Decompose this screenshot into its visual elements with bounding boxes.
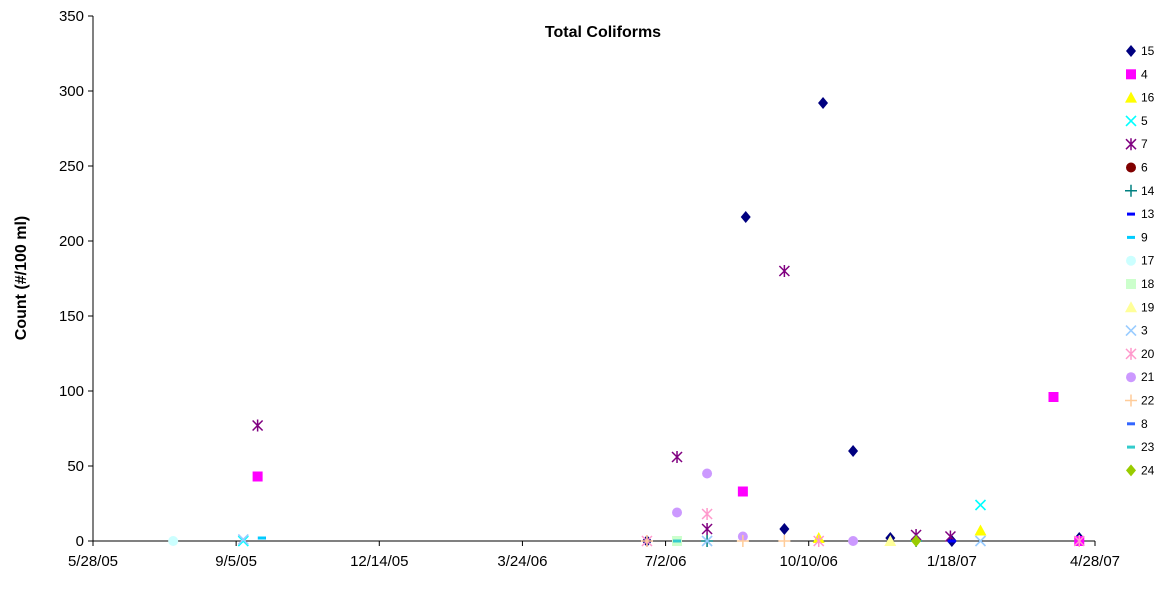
legend-label: 9 [1141, 230, 1148, 244]
data-point-series-13 [947, 539, 956, 543]
x-tick-label: 3/24/06 [497, 553, 547, 570]
data-point-series-7 [701, 523, 713, 535]
data-point-series-21 [848, 536, 859, 546]
legend-label: 5 [1141, 114, 1148, 128]
legend-label: 22 [1141, 394, 1155, 408]
x-tick-label: 4/28/07 [1070, 553, 1120, 570]
legend-label: 6 [1141, 161, 1148, 175]
legend-marker-16 [1125, 91, 1137, 103]
x-tick-label: 9/5/05 [215, 553, 257, 570]
legend-marker-9 [1127, 235, 1135, 239]
data-point-series-5 [237, 535, 249, 547]
data-point-series-4 [1048, 392, 1059, 402]
y-tick-label: 0 [76, 533, 84, 550]
legend-label: 17 [1141, 254, 1155, 268]
x-tick-label: 7/2/06 [645, 553, 687, 570]
data-point-series-20 [1073, 535, 1085, 547]
data-point-series-20 [701, 508, 713, 520]
legend-marker-17 [1126, 255, 1136, 266]
legend-marker-19 [1125, 301, 1137, 313]
y-tick-label: 250 [59, 158, 84, 175]
data-point-series-17 [168, 536, 179, 546]
legend-label: 15 [1141, 44, 1155, 58]
legend-marker-24 [1126, 464, 1136, 477]
legend-marker-21 [1126, 372, 1136, 383]
legend-marker-6 [1126, 162, 1136, 173]
legend-label: 4 [1141, 67, 1148, 81]
legend-marker-8 [1127, 422, 1135, 426]
y-tick-label: 50 [67, 458, 84, 475]
data-point-series-7 [252, 419, 264, 432]
data-point-series-22 [640, 535, 653, 547]
data-point-series-3 [974, 535, 987, 547]
axes: 0 50 100 150 200 250 300 350 5/28/05 9/5/05 12/14/… [59, 8, 1120, 570]
data-points [168, 97, 1085, 547]
data-point-series-4 [252, 471, 263, 482]
x-tick-label: 12/14/05 [350, 553, 408, 570]
legend-marker-22 [1125, 394, 1137, 407]
legend-marker-3 [1125, 325, 1137, 337]
data-point-series-21 [702, 468, 713, 479]
y-tick-label: 300 [59, 83, 84, 100]
y-tick-label: 200 [59, 233, 84, 250]
data-point-series-22 [736, 535, 749, 547]
legend-marker-5 [1125, 115, 1137, 127]
legend-marker-23 [1127, 445, 1135, 449]
y-tick-label: 350 [59, 8, 84, 25]
data-point-series-7 [778, 265, 790, 277]
data-point-series-20 [813, 535, 825, 547]
legend-label: 3 [1141, 324, 1148, 338]
data-point-series-21 [672, 507, 683, 518]
legend-marker-14 [1125, 184, 1137, 197]
legend-marker-4 [1126, 69, 1136, 80]
data-point-series-15 [848, 445, 859, 457]
x-tick-label: 10/10/06 [780, 553, 838, 570]
legend-marker-15 [1126, 45, 1136, 57]
y-tick-label: 150 [59, 308, 84, 325]
legend-marker-20 [1125, 347, 1137, 360]
x-tick-label: 1/18/07 [927, 553, 977, 570]
legend-marker-13 [1127, 212, 1135, 216]
data-point-series-9 [257, 536, 266, 540]
data-point-series-22 [778, 535, 791, 547]
legend-label: 7 [1141, 137, 1148, 151]
x-tick-label: 5/28/05 [68, 553, 118, 570]
data-point-series-7 [671, 451, 683, 463]
legend-label: 19 [1141, 300, 1155, 314]
chart-title: Total Coliforms [545, 24, 661, 41]
data-point-series-5 [974, 499, 987, 511]
y-tick-label: 100 [59, 383, 84, 400]
legend-label: 16 [1141, 91, 1155, 105]
legend-label: 24 [1141, 463, 1155, 477]
legend-label: 14 [1141, 184, 1155, 198]
data-point-series-4 [737, 486, 748, 497]
data-point-series-15 [818, 97, 829, 109]
legend-marker-18 [1126, 279, 1136, 289]
data-point-series-19 [884, 535, 897, 546]
legend-marker-7 [1125, 138, 1137, 151]
y-axis-title: Count (#/100 ml) [13, 216, 30, 340]
legend: 15 4 16 5 7 6 14 13 9 17 18 19 3 20 21 22 8 23 24 [1125, 44, 1155, 477]
legend-label: 21 [1141, 370, 1155, 384]
legend-label: 8 [1141, 417, 1148, 431]
legend-label: 18 [1141, 277, 1155, 291]
data-point-series-3 [237, 533, 249, 546]
data-point-series-24 [911, 535, 922, 547]
legend-label: 13 [1141, 207, 1155, 221]
data-point-series-23 [673, 539, 682, 543]
data-point-series-15 [779, 523, 790, 535]
data-point-series-15 [740, 211, 751, 223]
legend-label: 20 [1141, 347, 1155, 361]
legend-label: 23 [1141, 440, 1155, 454]
data-point-series-3 [701, 535, 713, 547]
data-point-series-16 [974, 524, 987, 536]
